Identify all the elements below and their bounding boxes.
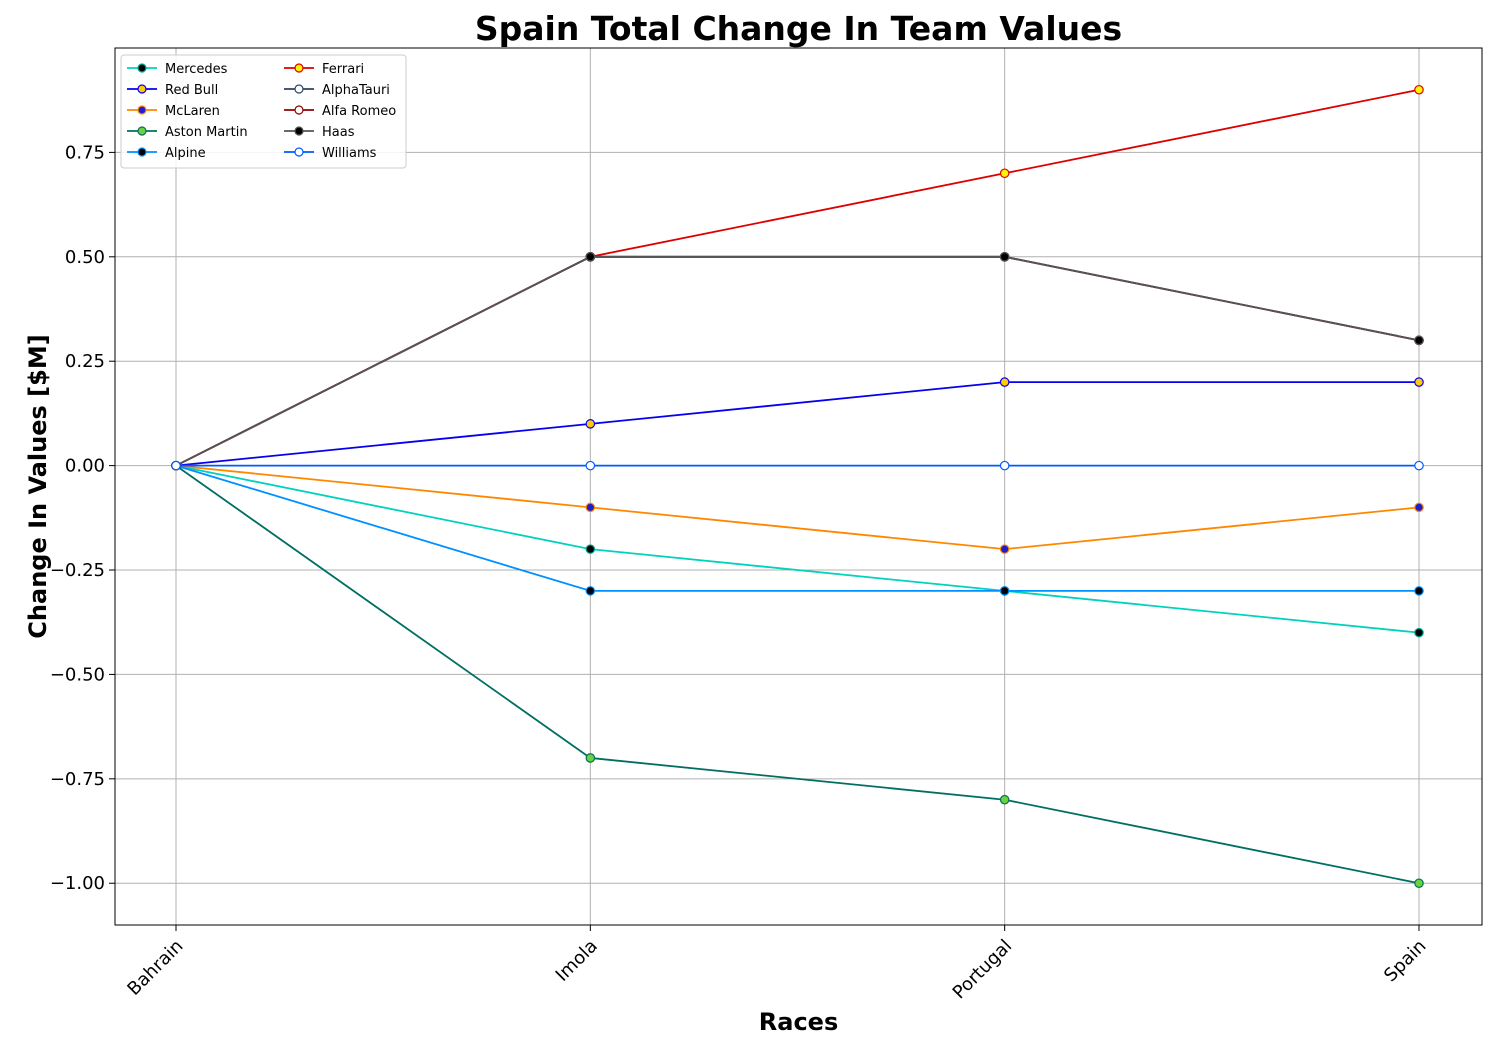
legend-item-red-bull: Red Bull: [127, 83, 218, 98]
data-point-haas: [585, 252, 596, 262]
legend-box: [120, 54, 407, 169]
data-point-williams: [171, 460, 181, 471]
ticks: −1.00 −0.75 −0.50 −0.25 0.00 0.25 0.50 0.75 Bahr…: [50, 142, 1431, 1003]
legend-label: Alfa Romeo: [322, 104, 396, 119]
series-line-haas: [175, 255, 1420, 467]
data-point-williams: [999, 460, 1010, 471]
legend-item-alfa-romeo: Alfa Romeo: [284, 104, 396, 119]
legend-label: Red Bull: [165, 83, 218, 98]
x-tick-label: Bahrain: [123, 936, 187, 1000]
y-tick-label: −0.25: [50, 560, 105, 581]
y-tick-label: 0.75: [65, 142, 105, 163]
data-point-red-bull: [1414, 377, 1424, 387]
legend-item-ferrari: Ferrari: [284, 62, 364, 77]
series-line-mercedes: [175, 464, 1420, 634]
series-williams: [171, 460, 1424, 471]
legend-label: Haas: [322, 125, 355, 140]
legend-marker: [137, 147, 147, 157]
data-point-haas: [999, 252, 1010, 262]
data-point-red-bull: [999, 377, 1010, 387]
series-line-mclaren: [175, 464, 1420, 551]
x-tick-label: Portugal: [949, 936, 1017, 1004]
x-tick-label: Imola: [552, 936, 602, 986]
legend-marker: [294, 105, 304, 115]
legend-label: Alpine: [165, 146, 206, 161]
legend-item-williams: Williams: [284, 146, 377, 161]
data-point-williams: [1414, 460, 1424, 471]
y-tick-label: −0.50: [50, 664, 105, 685]
series-line-aston-martin: [175, 464, 1420, 885]
series-line-alpine: [175, 464, 1419, 592]
plot-frame: [114, 47, 1483, 926]
legend-marker: [294, 84, 304, 94]
legend-marker: [294, 63, 304, 73]
legend: Mercedes Red Bull McLaren Aston Martin Alpin…: [120, 54, 407, 169]
data-point-aston-martin: [1414, 878, 1424, 889]
legend-marker: [137, 105, 147, 115]
legend-item-alpine: Alpine: [127, 146, 206, 161]
data-point-aston-martin: [585, 753, 596, 763]
y-tick-label: 0.50: [65, 247, 105, 268]
x-axis-label: Races: [759, 1008, 838, 1036]
legend-item-haas: Haas: [284, 125, 355, 140]
legend-label: AlphaTauri: [322, 83, 390, 98]
data-point-mclaren: [999, 544, 1010, 554]
y-tick-label: 0.25: [65, 351, 105, 372]
legend-marker: [294, 126, 304, 136]
y-tick-label: 0.00: [65, 456, 105, 477]
data-point-williams: [585, 460, 596, 471]
y-tick-label: −0.75: [50, 769, 105, 790]
legend-marker: [137, 84, 147, 94]
x-tick-label: Spain: [1380, 936, 1430, 986]
legend-label: Mercedes: [165, 62, 228, 77]
legend-marker: [137, 126, 147, 136]
y-axis-label: Change In Values [$M]: [24, 334, 52, 638]
legend-item-alphatauri: AlphaTauri: [284, 83, 390, 98]
grid: [115, 48, 1482, 925]
legend-label: Williams: [322, 146, 377, 161]
legend-label: Aston Martin: [165, 125, 248, 140]
data-point-alpine: [585, 586, 596, 596]
data-point-ferrari: [999, 168, 1010, 179]
data-point-mercedes: [585, 544, 596, 554]
data-point-mclaren: [585, 502, 596, 513]
legend-item-aston-martin: Aston Martin: [127, 125, 248, 140]
series-mercedes: [171, 460, 1424, 638]
series-line-red-bull: [175, 381, 1419, 467]
y-tick-label: −1.00: [50, 873, 105, 894]
data-point-ferrari: [1414, 84, 1424, 95]
data-point-alpine: [1414, 586, 1424, 596]
series-red-bull: [171, 377, 1424, 471]
data-point-haas: [1414, 335, 1424, 346]
data-point-alpine: [999, 586, 1010, 596]
legend-marker: [137, 63, 147, 73]
legend-label: Ferrari: [322, 62, 364, 77]
data-point-red-bull: [585, 419, 596, 429]
data-point-mercedes: [1414, 627, 1424, 638]
chart-title: Spain Total Change In Team Values: [475, 9, 1122, 48]
legend-label: McLaren: [165, 104, 220, 119]
legend-item-mercedes: Mercedes: [127, 62, 228, 77]
data-point-aston-martin: [999, 794, 1010, 805]
series-mclaren: [171, 460, 1424, 554]
legend-item-mclaren: McLaren: [127, 104, 220, 119]
data-point-mclaren: [1414, 502, 1424, 513]
series-layer: [171, 84, 1424, 889]
legend-marker: [294, 147, 304, 157]
